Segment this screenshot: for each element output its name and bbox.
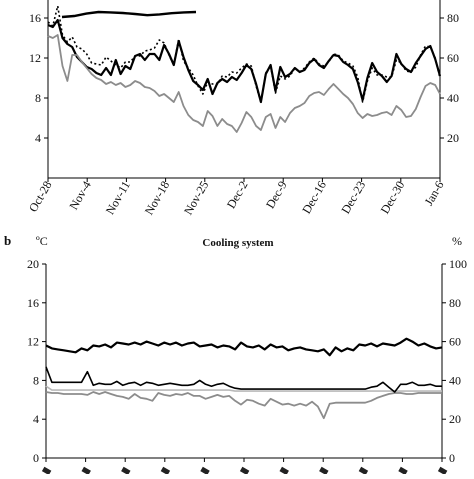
x-tick-label-fragment [437,466,448,476]
x-tick-label-fragment [358,466,369,476]
x-tick-label-fragment [121,466,131,476]
series-line-1 [47,18,442,104]
y-left-tick-label: 8 [35,91,41,105]
y-left-tick-label: 16 [27,296,39,310]
x-tick-label-fragment [41,466,52,476]
series-line-2 [47,5,441,103]
y-right-tick-label: 60 [449,335,461,349]
x-tick-label: Dec-23 [338,179,368,217]
series-line-3 [45,391,442,420]
x-tick-label: Dec-30 [378,179,408,217]
series-line-3 [47,34,441,133]
y-left-tick-label: 12 [27,335,39,349]
x-tick-label-fragment [200,466,210,476]
y-left-tick-label: 4 [33,412,39,426]
y-right-tick-label: 40 [449,373,461,387]
y-right-tick-label: 60 [447,51,459,65]
x-tick-label-fragment [398,466,408,476]
x-tick-label-fragment [239,466,250,476]
y-right-tick-label: 20 [449,412,461,426]
top-curve [61,10,197,19]
x-tick-label: Jan-6 [421,179,446,209]
x-tick-label: Dec-2 [224,179,251,211]
y-right-tick-label: 80 [449,296,461,310]
y-right-tick-label: 20 [447,131,459,145]
x-tick-label-fragment [319,466,329,476]
series-line-4 [45,385,442,392]
panel-label-b: b [4,233,11,248]
y-right-tick-label: 0 [449,451,455,465]
y-left-unit: ºC [36,234,48,248]
x-tick-label: Nov-11 [103,179,133,217]
y-left-tick-label: 0 [33,451,39,465]
y-right-tick-label: 80 [447,11,459,25]
y-left-tick-label: 12 [29,51,41,65]
y-left-tick-label: 4 [35,131,41,145]
y-left-tick-label: 16 [29,11,41,25]
y-left-tick-label: 8 [33,373,39,387]
chart-title: Cooling system [202,237,273,249]
y-right-unit: % [452,234,462,248]
x-tick-label: Nov-25 [181,179,211,218]
x-tick-label-fragment [160,466,171,476]
y-right-tick-label: 40 [447,91,459,105]
x-tick-label-fragment [279,466,289,476]
x-tick-label: Nov-4 [66,179,93,213]
x-tick-label-fragment [81,466,91,476]
x-tick-label: Oct-28 [26,179,55,215]
x-tick-label: Dec-16 [299,179,329,217]
x-tick-label: Nov-18 [142,179,172,218]
x-tick-label: Dec-9 [263,179,290,211]
y-right-tick-label: 100 [449,257,467,271]
series-line-1 [45,337,443,357]
y-left-tick-label: 20 [27,257,39,271]
series-line-2 [45,366,442,393]
